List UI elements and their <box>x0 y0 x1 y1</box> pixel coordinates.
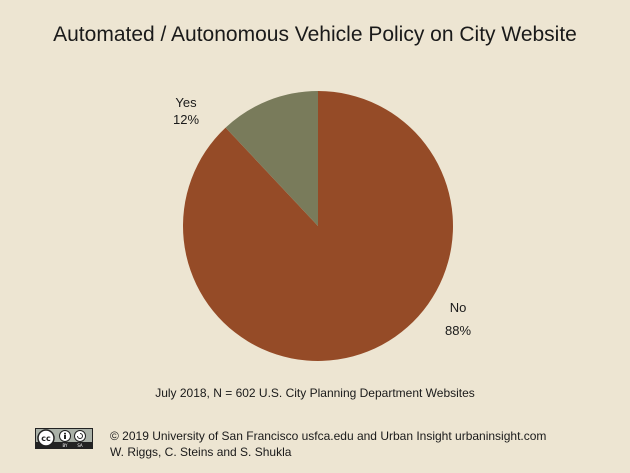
slice-label-yes: Yes <box>175 95 197 110</box>
footer-authors: W. Riggs, C. Steins and S. Shukla <box>110 445 292 459</box>
chart-title: Automated / Autonomous Vehicle Policy on… <box>53 23 577 46</box>
creative-commons-by-sa-icon: cc BY SA <box>35 428 93 449</box>
chart-note: July 2018, N = 602 U.S. City Planning De… <box>155 386 475 400</box>
slice-label-no: No <box>450 300 467 315</box>
footer-copyright: © 2019 University of San Francisco usfca… <box>110 429 547 443</box>
svg-text:SA: SA <box>77 443 83 448</box>
pie-slice-yes <box>225 91 318 226</box>
pie-slice-no <box>182 91 453 361</box>
slice-value-no: 88% <box>445 323 471 338</box>
svg-text:BY: BY <box>63 443 69 448</box>
footer-credits: © 2019 University of San Francisco usfca… <box>110 428 546 460</box>
svg-text:cc: cc <box>41 434 51 443</box>
slice-value-yes: 12% <box>173 112 199 127</box>
